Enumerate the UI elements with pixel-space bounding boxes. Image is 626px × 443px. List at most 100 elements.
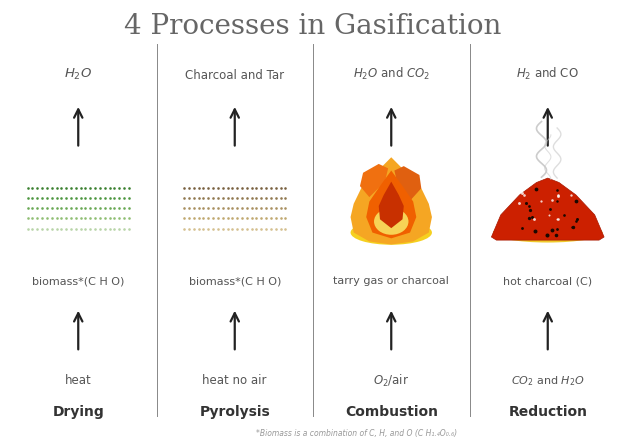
Text: Drying: Drying: [53, 404, 104, 419]
Point: [56, 225, 66, 232]
Point: [110, 184, 120, 191]
Point: [227, 215, 237, 222]
Point: [90, 215, 100, 222]
Point: [271, 194, 281, 202]
Point: [256, 215, 266, 222]
Point: [32, 194, 42, 202]
Point: [275, 215, 285, 222]
Point: [119, 194, 129, 202]
Point: [23, 205, 33, 212]
Point: [203, 225, 213, 232]
Point: [95, 215, 105, 222]
Point: [568, 223, 578, 230]
Point: [242, 194, 252, 202]
Point: [61, 205, 71, 212]
Point: [553, 192, 563, 199]
Point: [237, 205, 247, 212]
Point: [28, 194, 38, 202]
Point: [42, 225, 52, 232]
Point: [222, 184, 232, 191]
Point: [119, 225, 129, 232]
Point: [179, 194, 189, 202]
Point: [81, 194, 91, 202]
Point: [193, 225, 203, 232]
Point: [275, 194, 285, 202]
Point: [256, 184, 266, 191]
Point: [247, 194, 257, 202]
Point: [275, 225, 285, 232]
Point: [42, 184, 52, 191]
Point: [47, 184, 57, 191]
Point: [232, 184, 242, 191]
Point: [193, 215, 203, 222]
Point: [232, 194, 242, 202]
Point: [37, 184, 47, 191]
Point: [51, 194, 61, 202]
Point: [66, 205, 76, 212]
Ellipse shape: [493, 222, 602, 243]
Point: [218, 194, 228, 202]
Point: [105, 194, 115, 202]
Point: [519, 191, 529, 198]
Point: [188, 215, 198, 222]
Point: [110, 215, 120, 222]
Point: [28, 225, 38, 232]
Polygon shape: [351, 157, 432, 245]
Point: [570, 218, 580, 225]
Point: [188, 225, 198, 232]
Point: [208, 184, 218, 191]
Point: [110, 225, 120, 232]
Text: $H_2O$ and $CO_2$: $H_2O$ and $CO_2$: [352, 66, 430, 82]
Point: [110, 194, 120, 202]
Point: [100, 215, 110, 222]
Point: [227, 205, 237, 212]
Point: [71, 205, 81, 212]
Point: [184, 225, 194, 232]
Point: [271, 225, 281, 232]
Point: [247, 225, 257, 232]
Ellipse shape: [351, 220, 432, 245]
Point: [85, 225, 95, 232]
Point: [242, 215, 252, 222]
Point: [179, 225, 189, 232]
Point: [85, 184, 95, 191]
Point: [56, 205, 66, 212]
Point: [51, 184, 61, 191]
Point: [552, 215, 562, 222]
Point: [266, 225, 276, 232]
Point: [100, 194, 110, 202]
Point: [90, 194, 100, 202]
Point: [28, 205, 38, 212]
Point: [552, 225, 562, 233]
Point: [198, 205, 208, 212]
Point: [547, 197, 557, 204]
Point: [227, 184, 237, 191]
Point: [100, 205, 110, 212]
Point: [227, 225, 237, 232]
Point: [193, 184, 203, 191]
Point: [95, 184, 105, 191]
Point: [56, 194, 66, 202]
Point: [256, 194, 266, 202]
Point: [524, 215, 534, 222]
Point: [530, 228, 540, 235]
Point: [119, 215, 129, 222]
Point: [47, 225, 57, 232]
Point: [524, 202, 534, 210]
Point: [261, 184, 271, 191]
Point: [85, 194, 95, 202]
Point: [110, 205, 120, 212]
Point: [218, 215, 228, 222]
Point: [213, 184, 223, 191]
Text: hot charcoal (C): hot charcoal (C): [503, 276, 592, 286]
Point: [105, 184, 115, 191]
Point: [51, 225, 61, 232]
Point: [521, 200, 531, 207]
Point: [237, 194, 247, 202]
Point: [542, 232, 552, 239]
Point: [536, 197, 546, 204]
Point: [203, 215, 213, 222]
Point: [232, 215, 242, 222]
Point: [61, 215, 71, 222]
Point: [23, 225, 33, 232]
